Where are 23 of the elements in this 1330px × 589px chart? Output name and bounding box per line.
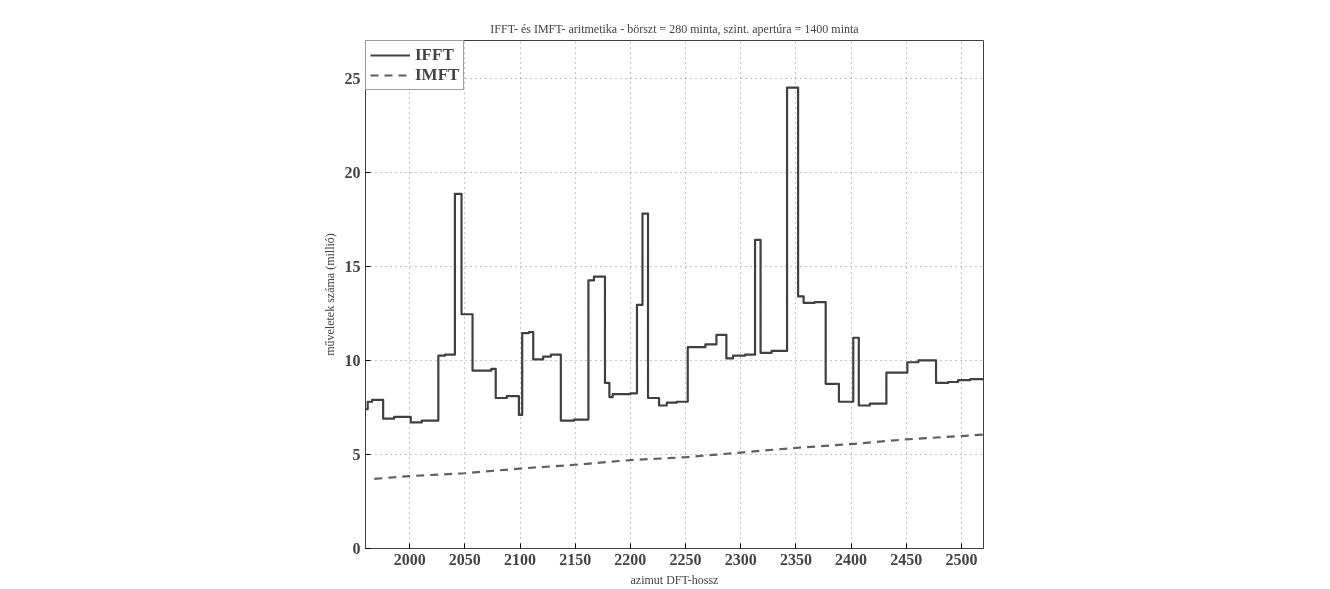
x-tick-label: 2200 bbox=[614, 550, 647, 568]
x-tick-label: 2300 bbox=[724, 550, 757, 568]
x-tick-label: 2350 bbox=[779, 550, 812, 568]
x-tick-label: 2150 bbox=[559, 550, 592, 568]
x-tick-label: 2500 bbox=[945, 550, 978, 568]
y-tick-label: 15 bbox=[344, 257, 361, 275]
x-axis-title: azimut DFT-hossz bbox=[630, 572, 719, 587]
x-tick-label: 2400 bbox=[835, 550, 868, 568]
y-tick-label: 25 bbox=[344, 69, 361, 87]
line-series bbox=[373, 433, 984, 480]
x-tick-label: 2000 bbox=[393, 550, 426, 568]
chart-title: IFFT- és IMFT- aritmetika - börszt = 280 minta, szint. apertúra = 1400 minta bbox=[490, 21, 860, 36]
y-axis-title: műveletek száma (millió) bbox=[322, 233, 337, 356]
x-tick-label: 2100 bbox=[504, 550, 536, 568]
y-tick-label: 10 bbox=[344, 351, 361, 369]
y-tick-label: 0 bbox=[352, 540, 361, 557]
legend-label: IMFT bbox=[415, 65, 460, 85]
y-tick-label: 20 bbox=[344, 163, 361, 181]
x-tick-label: 2450 bbox=[890, 550, 923, 568]
x-tick-label: 2050 bbox=[448, 550, 481, 568]
y-tick-label: 5 bbox=[352, 445, 361, 463]
legend-label: IFFT bbox=[415, 45, 454, 65]
x-tick-label: 2250 bbox=[669, 550, 702, 568]
